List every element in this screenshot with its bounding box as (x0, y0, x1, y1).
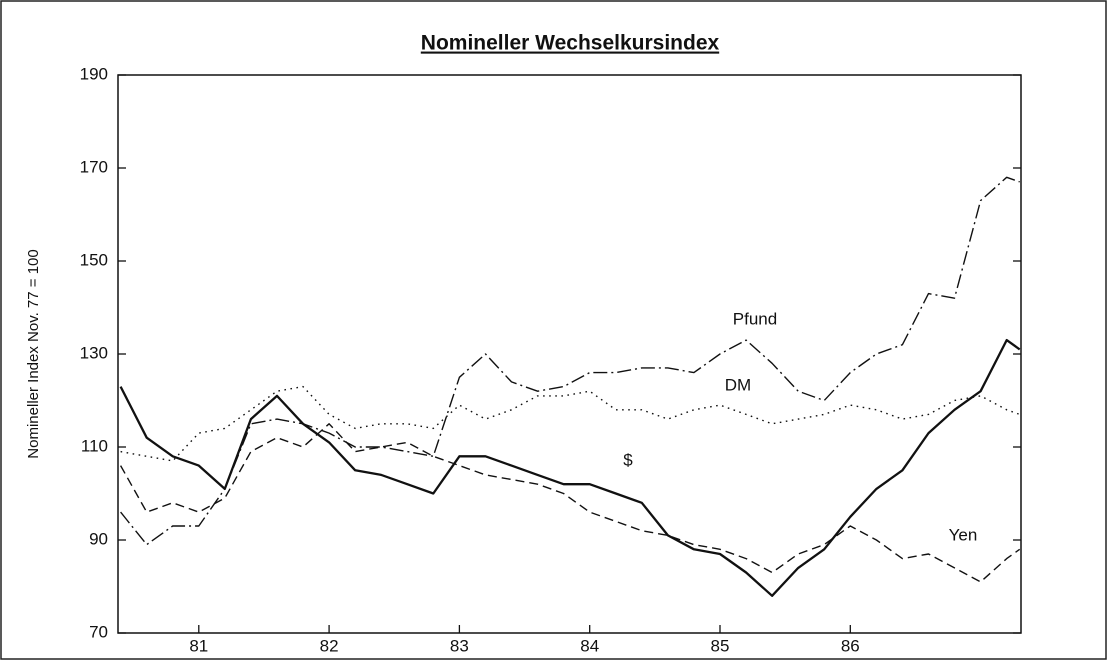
series-label: Yen (949, 525, 978, 544)
plot-frame (117, 74, 1022, 634)
y-tick-label: 190 (80, 64, 108, 83)
series-line (120, 176, 1020, 546)
y-axis-label: Nomineller Index Nov. 77 = 100 (25, 249, 42, 458)
y-tick-label: 150 (80, 250, 108, 269)
x-tick-label: 82 (320, 636, 339, 655)
x-tick-label: 81 (189, 636, 208, 655)
y-tick-label: 90 (89, 529, 108, 548)
series-label: Pfund (733, 309, 777, 328)
chart-title: Nomineller Wechselkursindex (421, 32, 720, 55)
x-tick-label: 83 (450, 636, 469, 655)
series-line (119, 338, 1021, 597)
series-line (120, 385, 1020, 462)
series-label: DM (725, 375, 751, 394)
x-tick-label: 85 (711, 636, 730, 655)
x-tick-label: 86 (841, 636, 860, 655)
y-tick-label: 110 (81, 436, 108, 455)
x-tick-label: 84 (580, 636, 599, 655)
series-line (119, 423, 1021, 583)
y-tick-label: 170 (80, 157, 108, 176)
y-tick-label: 130 (80, 343, 108, 362)
y-tick-label: 70 (89, 622, 108, 641)
series-label: $ (623, 450, 633, 469)
